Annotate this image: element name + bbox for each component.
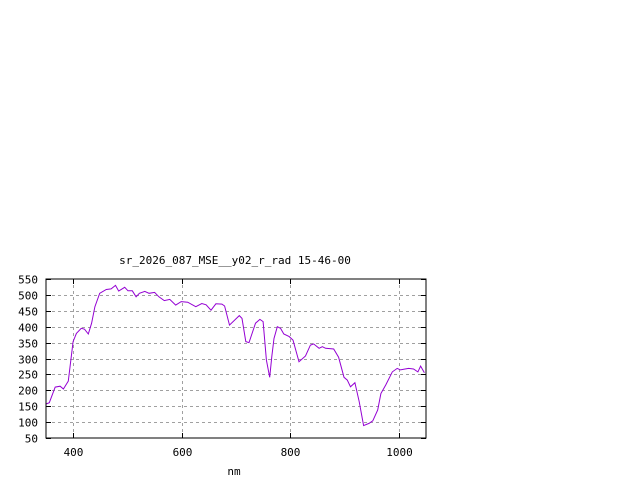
y-tick-label: 300	[18, 354, 38, 367]
chart-title: sr_2026_087_MSE__y02_r_rad 15-46-00	[119, 254, 351, 267]
x-tick-label: 400	[64, 446, 84, 459]
x-tick-label: 800	[281, 446, 301, 459]
y-tick-label: 500	[18, 290, 38, 303]
y-tick-label: 50	[25, 433, 38, 446]
y-tick-label: 450	[18, 306, 38, 319]
y-tick-label: 350	[18, 338, 38, 351]
series-line	[45, 284, 425, 427]
x-tick-label: 1000	[386, 446, 413, 459]
y-tick-label: 150	[18, 401, 38, 414]
grid	[46, 279, 426, 438]
plot-area	[45, 284, 425, 427]
y-tick-label: 250	[18, 369, 38, 382]
y-tick-label: 550	[18, 274, 38, 287]
y-tick-label: 400	[18, 322, 38, 335]
y-tick-label: 100	[18, 417, 38, 430]
x-axis-label: nm	[227, 465, 241, 478]
plot-border	[45, 278, 427, 439]
axis-ticks: 50 100 150 200 250 300 350 400 450 500 550 400 600 80…	[18, 274, 426, 459]
x-tick-label: 600	[173, 446, 193, 459]
y-tick-label: 200	[18, 385, 38, 398]
